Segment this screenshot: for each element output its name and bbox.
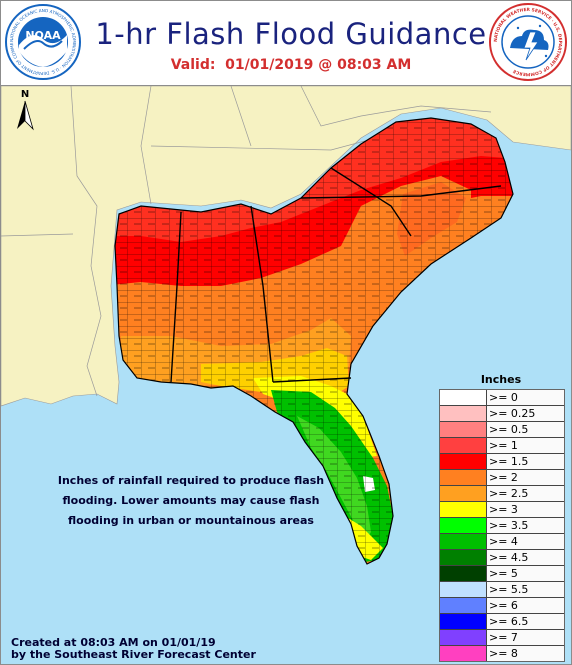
legend-row: >= 8	[440, 646, 564, 661]
legend-swatch	[440, 390, 487, 405]
legend-row: >= 3	[440, 502, 564, 518]
legend-swatch	[440, 486, 487, 501]
legend-swatch	[440, 566, 487, 581]
legend-label: >= 3	[489, 503, 518, 516]
legend-row: >= 1	[440, 438, 564, 454]
legend-label: >= 5.5	[489, 583, 529, 596]
legend-box: >= 0 >= 0.25 >= 0.5 >= 1 >= 1.5 >= 2 >= 2.5 >= …	[439, 389, 565, 662]
credit: Created at 08:03 AM on 01/01/19 by the S…	[11, 637, 256, 661]
legend-swatch	[440, 534, 487, 549]
legend-label: >= 5	[489, 567, 518, 580]
legend-row: >= 0	[440, 390, 564, 406]
legend-row: >= 3.5	[440, 518, 564, 534]
region-outline	[114, 117, 514, 565]
note-line: flooding in urban or mountainous areas	[68, 514, 314, 527]
valid-time: Valid: 01/01/2019 @ 08:03 AM	[170, 57, 412, 73]
credit-line: by the Southeast River Forecast Center	[11, 648, 256, 661]
legend-swatch	[440, 550, 487, 565]
legend-row: >= 1.5	[440, 454, 564, 470]
legend-swatch	[440, 454, 487, 469]
legend-swatch	[440, 422, 487, 437]
legend: Inches >= 0 >= 0.25 >= 0.5 >= 1 >= 1.5 >= 2 >=…	[439, 371, 565, 662]
legend-label: >= 4.5	[489, 551, 529, 564]
legend-row: >= 5	[440, 566, 564, 582]
legend-label: >= 0	[489, 391, 518, 404]
legend-label: >= 0.5	[489, 423, 529, 436]
legend-row: >= 0.25	[440, 406, 564, 422]
legend-swatch	[440, 582, 487, 597]
land-background	[1, 86, 571, 406]
legend-label: >= 1.5	[489, 455, 529, 468]
legend-row: >= 6.5	[440, 614, 564, 630]
legend-label: >= 7	[489, 631, 518, 644]
legend-swatch	[440, 406, 487, 421]
legend-swatch	[440, 438, 487, 453]
noaa-logo: NOAA NATIONAL OCEANIC AND ATMOSPHERIC AD…	[4, 3, 81, 80]
legend-swatch	[440, 598, 487, 613]
north-arrow: N	[13, 89, 37, 133]
legend-row: >= 4.5	[440, 550, 564, 566]
legend-row: >= 7	[440, 630, 564, 646]
north-arrow-icon	[17, 100, 34, 131]
legend-swatch	[440, 518, 487, 533]
legend-swatch	[440, 646, 487, 661]
legend-swatch	[440, 502, 487, 517]
legend-label: >= 4	[489, 535, 518, 548]
header: NOAA NATIONAL OCEANIC AND ATMOSPHERIC AD…	[1, 1, 571, 85]
legend-label: >= 6	[489, 599, 518, 612]
legend-label: >= 2	[489, 471, 518, 484]
legend-label: >= 2.5	[489, 487, 529, 500]
noaa-logo-text: NOAA	[25, 29, 61, 42]
legend-row: >= 5.5	[440, 582, 564, 598]
note-line: Inches of rainfall required to produce f…	[57, 474, 325, 487]
credit-line: Created at 08:03 AM on 01/01/19	[11, 636, 216, 649]
legend-row: >= 0.5	[440, 422, 564, 438]
legend-swatch	[440, 614, 487, 629]
legend-title: Inches	[480, 373, 522, 386]
legend-label: >= 6.5	[489, 615, 529, 628]
note-line: flooding. Lower amounts may cause flash	[62, 494, 320, 507]
legend-row: >= 2	[440, 470, 564, 486]
legend-row: >= 6	[440, 598, 564, 614]
north-label: N	[20, 89, 30, 100]
legend-swatch	[440, 630, 487, 645]
legend-label: >= 0.25	[489, 407, 536, 420]
legend-row: >= 4	[440, 534, 564, 550]
legend-label: >= 8	[489, 647, 518, 660]
map-note: Inches of rainfall required to produce f…	[41, 471, 341, 531]
page-title: 1-hr Flash Flood Guidance	[95, 17, 487, 51]
legend-label: >= 3.5	[489, 519, 529, 532]
legend-label: >= 1	[489, 439, 518, 452]
nws-logo: NATIONAL WEATHER SERVICE · U.S. DEPARTME…	[489, 3, 567, 81]
legend-swatch	[440, 470, 487, 485]
legend-row: >= 2.5	[440, 486, 564, 502]
